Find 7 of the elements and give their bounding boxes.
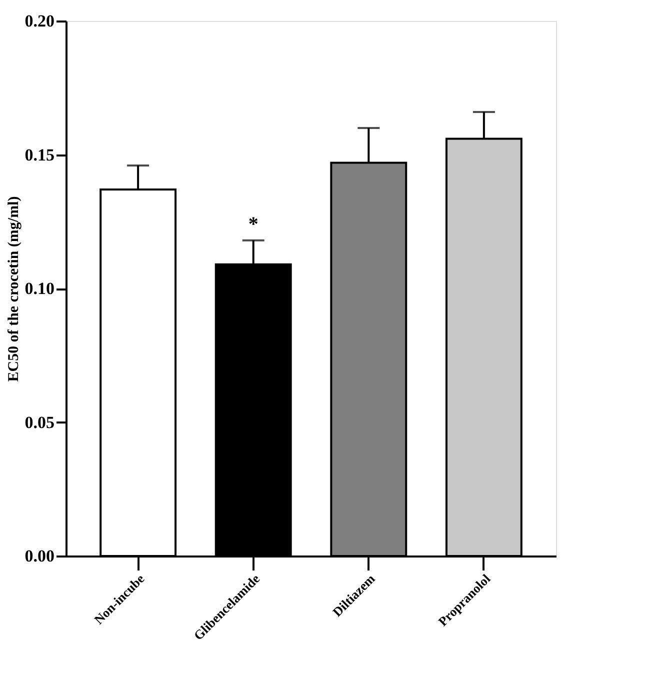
y-tick-label: 0.10 bbox=[24, 279, 54, 298]
y-tick-label: 0.15 bbox=[24, 145, 54, 164]
y-axis-title: EC50 of the crocetin (mg/ml) bbox=[6, 196, 22, 382]
y-tick-label: 0.00 bbox=[24, 546, 54, 566]
y-tick-label: 0.05 bbox=[24, 412, 54, 432]
y-tick-label: 0.20 bbox=[24, 12, 54, 30]
annotation: * bbox=[248, 213, 258, 236]
